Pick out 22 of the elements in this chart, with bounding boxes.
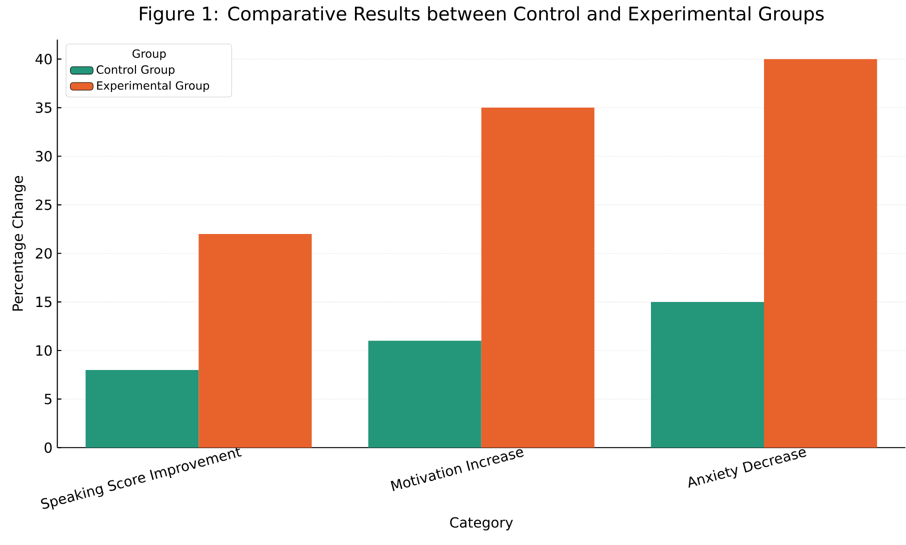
- bar: [764, 59, 878, 448]
- bar: [198, 234, 312, 448]
- y-tick-label: 20: [36, 248, 52, 259]
- y-axis-title: Percentage Change: [12, 176, 26, 311]
- x-tick-label: Anxiety Decrease: [688, 449, 806, 488]
- bar: [481, 108, 594, 448]
- y-tick-label: 0: [44, 442, 52, 453]
- y-tick-label: 35: [36, 102, 52, 113]
- x-axis-title: Category: [450, 517, 513, 530]
- y-tick-label: 30: [36, 150, 52, 162]
- bar: [650, 302, 764, 448]
- legend-label: Experimental Group: [97, 81, 210, 92]
- legend-label: Control Group: [96, 65, 174, 76]
- y-tick-label: 40: [36, 54, 52, 64]
- chart-title: Figure 1: Comparative Results between Control and Experimental Groups: [140, 6, 824, 24]
- y-tick-label: 10: [36, 345, 52, 356]
- y-tick-label: 15: [36, 296, 52, 308]
- bar: [86, 370, 199, 448]
- bar: [368, 340, 482, 448]
- y-tick-label: 5: [44, 394, 52, 404]
- y-tick-label: 25: [36, 200, 52, 210]
- legend-title: Group: [132, 49, 166, 60]
